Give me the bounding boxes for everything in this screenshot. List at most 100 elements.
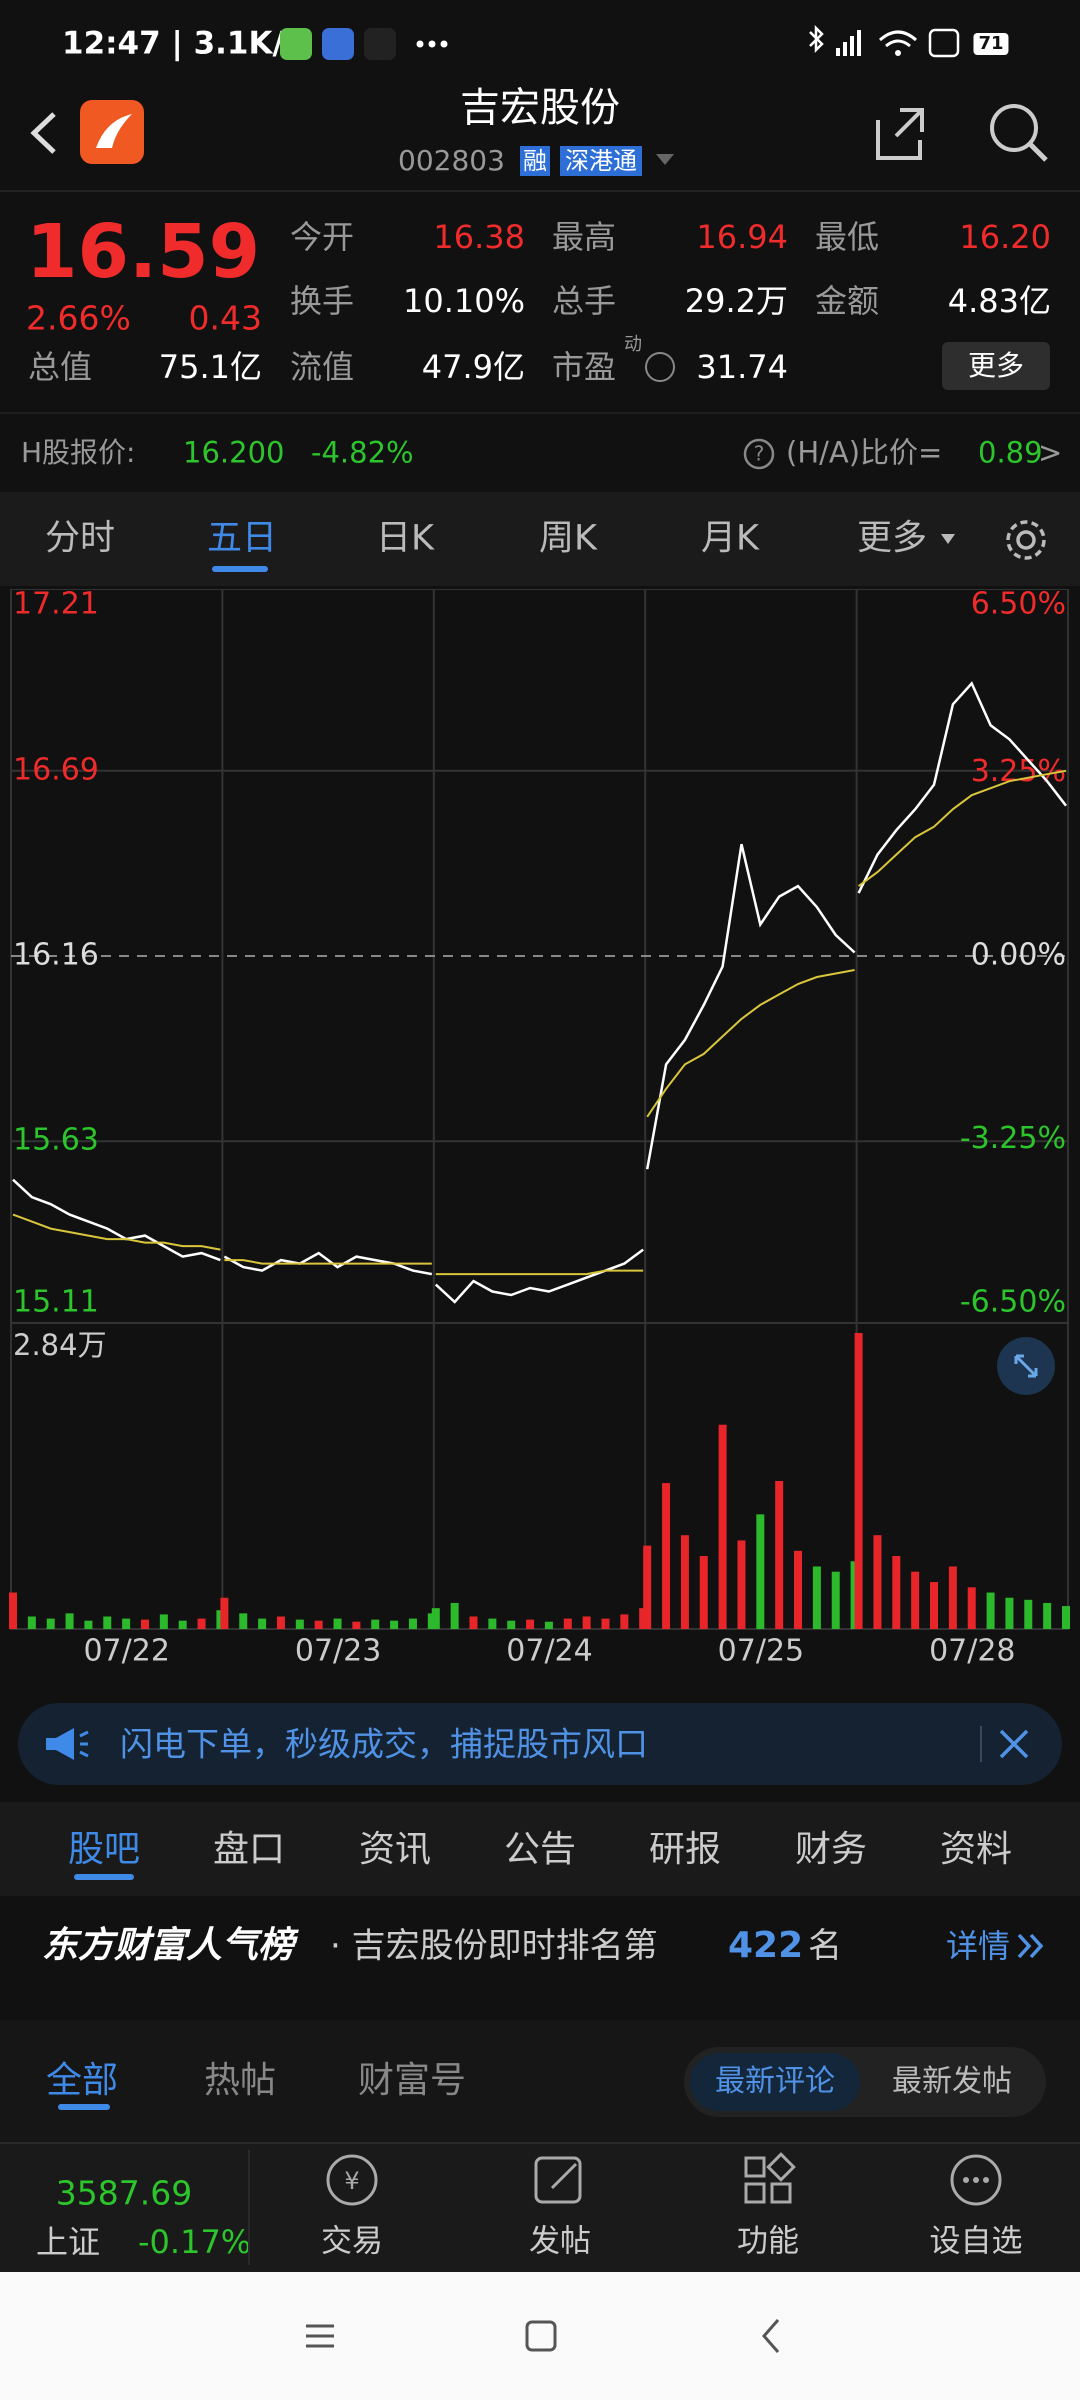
bottom-nav-item[interactable]: 设自选 (929, 2223, 1023, 2260)
section-tab[interactable]: 研报 (648, 1829, 722, 1870)
index-name[interactable]: 上证 (36, 2223, 101, 2261)
divider (248, 2150, 250, 2265)
index-change[interactable]: -0.17% (138, 2223, 252, 2261)
svg-text:?: ? (754, 442, 765, 466)
ratio-arrow[interactable]: > (1038, 435, 1063, 470)
volume-bar (662, 1483, 671, 1629)
volume-bar (873, 1535, 882, 1629)
post-tab[interactable]: 财富号 (357, 2060, 467, 2101)
section-tab[interactable]: 资讯 (358, 1829, 432, 1870)
volume-bar (27, 1616, 36, 1629)
stat-label: 金额 (815, 282, 880, 320)
rank-detail-link[interactable]: 详情 (946, 1927, 1011, 1965)
volume-bar (314, 1620, 323, 1629)
volume-bar (601, 1618, 610, 1629)
volume-bar (854, 1333, 863, 1629)
average-line (224, 1259, 432, 1265)
dropdown-arrow[interactable] (656, 152, 676, 168)
bottom-nav-item[interactable]: 功能 (737, 2223, 799, 2260)
average-line (858, 769, 1067, 887)
rank-unit: 名 (808, 1926, 842, 1966)
index-value[interactable]: 3587.69 (55, 2173, 193, 2213)
x-tick-label: 07/22 (83, 1634, 169, 1669)
h-share-change: -4.82% (311, 435, 414, 470)
chart-tab[interactable]: 月K (701, 518, 759, 559)
bottom-nav-item[interactable]: 发帖 (529, 2223, 591, 2260)
divider (980, 1726, 982, 1762)
chart-tab[interactable]: 更多 (856, 518, 928, 559)
volume-bar (488, 1618, 497, 1629)
chart-tab[interactable]: 分时 (44, 518, 116, 559)
system-nav-icons[interactable] (0, 2312, 1080, 2362)
volume-bar (775, 1481, 784, 1629)
volume-bar (526, 1619, 535, 1629)
battery-level: 71 (973, 33, 1009, 55)
info-icon[interactable] (645, 352, 675, 382)
volume-bar (122, 1618, 131, 1629)
average-line (12, 1213, 221, 1251)
tag-margin[interactable]: 融 (520, 146, 550, 176)
bottom-icons: ¥ (326, 2152, 1002, 2206)
post-tab[interactable]: 热帖 (203, 2060, 277, 2101)
chart-tab[interactable]: 五日 (206, 518, 278, 559)
volume-bar (333, 1618, 342, 1629)
five-day-chart: 17.21 16.69 16.16 15.63 15.11 6.50% 3.25% 0.00%… (9, 589, 1070, 1669)
volume-bar (892, 1556, 901, 1629)
volume-bar (276, 1616, 285, 1629)
promo-banner[interactable] (18, 1703, 1062, 1785)
close-banner[interactable] (998, 1728, 1030, 1760)
tag-connect[interactable]: 深港通 (560, 146, 642, 176)
price-line (12, 1178, 221, 1262)
expand-button[interactable] (996, 1336, 1056, 1396)
section-tab[interactable]: 财务 (794, 1829, 868, 1870)
section-tab[interactable]: 股吧 (67, 1829, 141, 1870)
stat-value: 29.2万 (684, 282, 788, 320)
volume-bar (431, 1608, 440, 1629)
price-line (223, 1251, 433, 1276)
sort-button[interactable]: 最新评论 (715, 2064, 835, 2099)
settings-icon[interactable] (1002, 516, 1050, 564)
stat-label: 总值 (28, 348, 93, 386)
volume-bar (582, 1616, 591, 1629)
help-icon[interactable]: ? (742, 437, 776, 471)
volume-bar (197, 1618, 206, 1629)
stat-label: 换手 (290, 282, 355, 320)
status-time: 12:47 | 3.1K/s (62, 25, 303, 62)
more-button[interactable]: 更多 (941, 342, 1051, 390)
post-tab[interactable]: 全部 (45, 2060, 119, 2101)
volume-bar (295, 1619, 304, 1629)
price-line (857, 681, 1067, 894)
stock-name: 吉宏股份 (460, 85, 620, 131)
y2-tick-label: 0.00% (971, 938, 1066, 973)
volume-bar (469, 1616, 478, 1629)
bottom-nav-item[interactable]: 交易 (321, 2223, 383, 2260)
stat-label: 最低 (815, 218, 880, 256)
header-actions[interactable] (870, 100, 1060, 166)
volume-bar (258, 1618, 267, 1629)
y-tick-label: 16.69 (13, 752, 99, 787)
banner-text: 闪电下单，秒级成交，捕捉股市风口 (120, 1724, 648, 1764)
volume-bar (544, 1621, 553, 1629)
volume-bar (699, 1556, 708, 1629)
h-share-price: 16.200 (183, 435, 285, 470)
section-tab[interactable]: 公告 (503, 1829, 577, 1870)
sort-button[interactable]: 最新发帖 (892, 2064, 1012, 2099)
volume-bar (140, 1619, 149, 1629)
x-tick-label: 07/23 (295, 1634, 381, 1669)
volume-bar (352, 1621, 361, 1629)
chart-tab[interactable]: 日K (376, 518, 434, 559)
volume-bar (84, 1620, 93, 1629)
dropdown-arrow[interactable] (941, 534, 955, 544)
price-line (645, 843, 856, 1170)
system-nav-bar (0, 2272, 1080, 2400)
bottom-bar (0, 2142, 1080, 2274)
volume-bar (65, 1613, 74, 1629)
volume-bar (178, 1620, 187, 1629)
chart-tab[interactable]: 周K (539, 518, 597, 559)
volume-bar (1062, 1606, 1070, 1629)
ratio-value: 0.89 (978, 435, 1043, 470)
volume-bar (220, 1597, 229, 1629)
section-tab[interactable]: 盘口 (212, 1829, 286, 1870)
section-tab[interactable]: 资料 (939, 1829, 1013, 1870)
